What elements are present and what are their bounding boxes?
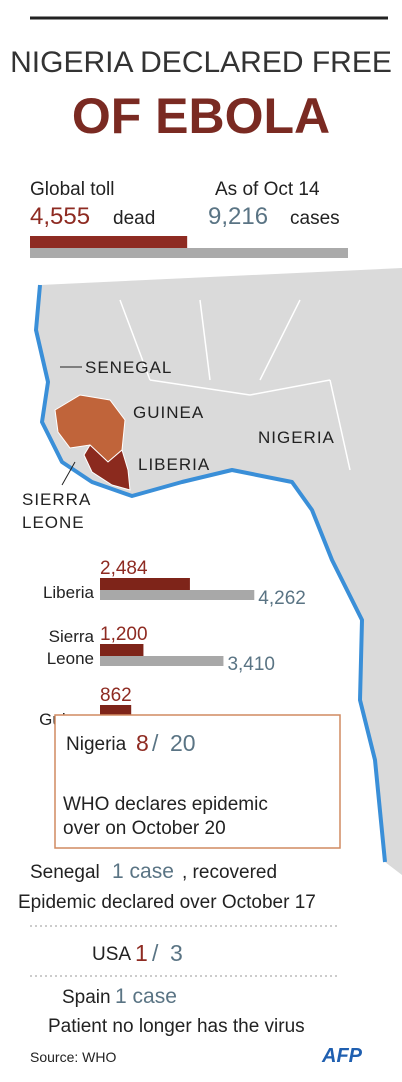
dead-bar: [100, 578, 190, 590]
spain-note: Patient no longer has the virus: [48, 1016, 305, 1037]
usa-separator: /: [152, 940, 159, 966]
title-line-1: NIGERIA DECLARED FREE: [10, 46, 392, 79]
dead-number: 4,555: [30, 203, 90, 230]
map-label: SENEGAL: [85, 358, 172, 377]
country-name: Sierra: [49, 627, 95, 646]
map-label: GUINEA: [133, 403, 204, 422]
logo: AFP: [321, 1045, 363, 1067]
nigeria-note: over on October 20: [63, 818, 226, 839]
date-label: As of Oct 14: [215, 179, 320, 200]
cases-bar: [100, 656, 224, 666]
senegal-status: , recovered: [182, 862, 277, 883]
cases-label: 3,410: [227, 654, 275, 675]
cases-unit: cases: [290, 208, 340, 229]
usa-name: USA: [92, 944, 131, 965]
senegal-cases: 1 case: [112, 860, 174, 883]
map-label: LEONE: [22, 513, 85, 532]
map-label: NIGERIA: [258, 428, 335, 447]
cases-label: 4,262: [258, 588, 306, 609]
nigeria-name: Nigeria: [66, 734, 127, 755]
dead-bar: [100, 705, 132, 717]
country-name: Leone: [47, 649, 94, 668]
nigeria-separator: /: [152, 730, 159, 756]
cases-number: 9,216: [208, 203, 268, 230]
senegal-name: Senegal: [30, 862, 100, 883]
dead-label: 2,484: [100, 558, 148, 579]
spain-name: Spain: [62, 987, 111, 1008]
nigeria-cases: 20: [170, 730, 196, 756]
title-line-2: OF EBOLA: [72, 88, 330, 144]
dead-unit: dead: [113, 208, 155, 229]
dead-label: 862: [100, 685, 132, 706]
source: Source: WHO: [30, 1049, 116, 1065]
map: [34, 268, 402, 875]
map-label: SIERRA: [22, 490, 91, 509]
nigeria-box: [54, 714, 341, 849]
dead-bar: [100, 644, 144, 656]
country-bars: 2,484 4,262 Liberia 1,200 3,410 Sierra Leone 86…: [39, 558, 306, 736]
dead-label: 1,200: [100, 624, 148, 645]
usa-cases: 3: [170, 940, 183, 966]
toll-label: Global toll: [30, 179, 115, 200]
dead-bar: [30, 236, 188, 248]
usa-dead: 1: [135, 940, 148, 966]
senegal-note: Epidemic declared over October 17: [18, 892, 316, 913]
nigeria-dead: 8: [136, 730, 149, 756]
nigeria-note: WHO declares epidemic: [63, 794, 268, 815]
spain-cases: 1 case: [115, 985, 177, 1008]
cases-bar: [30, 248, 348, 258]
country-name: Liberia: [43, 583, 95, 602]
map-label: LIBERIA: [138, 455, 210, 474]
cases-bar: [100, 590, 255, 600]
